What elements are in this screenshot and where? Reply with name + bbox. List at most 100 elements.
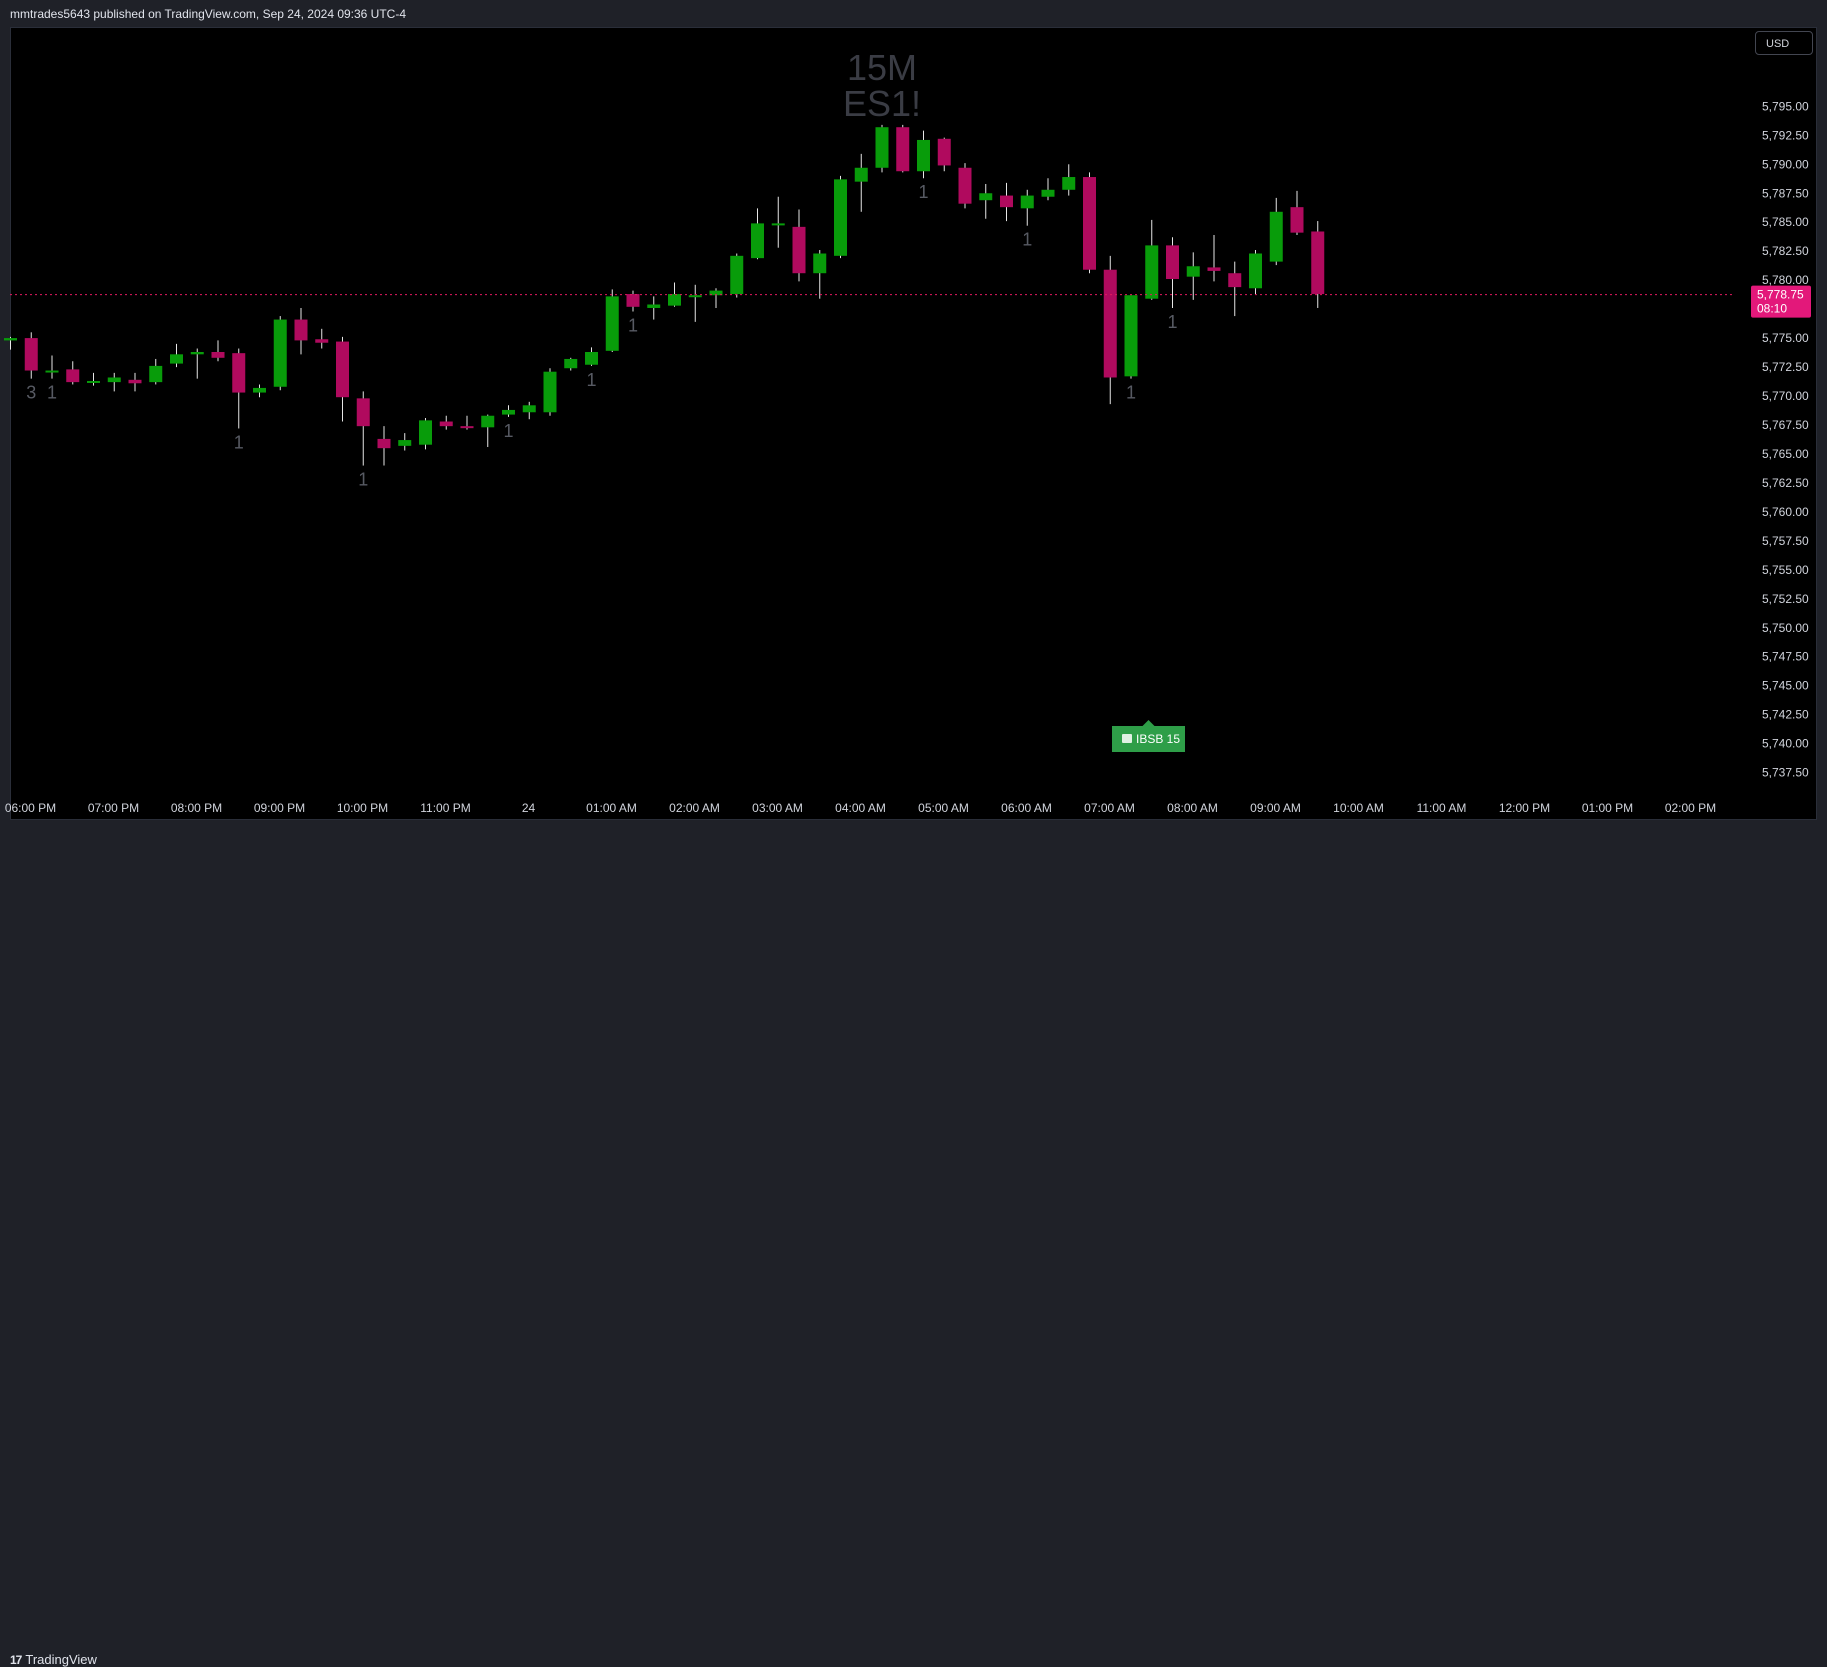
x-axis-tick-label: 02:00 PM <box>1665 801 1716 815</box>
candle <box>502 405 515 417</box>
candle-body <box>502 409 515 415</box>
candle <box>439 415 453 430</box>
y-axis-tick-label: 5,740.00 <box>1762 737 1809 751</box>
x-axis-tick-label: 10:00 PM <box>337 801 388 815</box>
current-price-tag: 5,778.75 08:10 <box>1751 285 1811 318</box>
candle-body <box>336 341 349 398</box>
tradingview-logo-icon: 17 <box>10 1652 22 1667</box>
candle <box>170 343 183 368</box>
x-axis-tick-label: 07:00 AM <box>1084 801 1135 815</box>
x-axis-tick-label: 09:00 PM <box>254 801 305 815</box>
candle-body <box>834 179 847 256</box>
candle <box>294 307 308 355</box>
candle <box>211 340 225 362</box>
candle-body <box>792 226 806 274</box>
candle-body <box>1186 266 1200 277</box>
bar-count-label: 1 <box>358 470 368 490</box>
candle-body <box>1041 189 1055 197</box>
ibsb-label-text: IBSB 15 <box>1136 732 1180 746</box>
y-axis-tick-label: 5,757.50 <box>1762 534 1809 548</box>
current-price-value: 5,778.75 <box>1757 288 1804 302</box>
currency-button[interactable]: USD <box>1755 31 1813 55</box>
candle <box>107 372 121 392</box>
candle <box>1000 182 1013 222</box>
candle-body <box>419 420 432 445</box>
candle <box>149 358 163 385</box>
candle-body <box>543 371 557 413</box>
candle <box>87 372 100 386</box>
y-axis-tick-label: 5,780.00 <box>1762 273 1809 287</box>
candle <box>813 250 827 299</box>
publisher-info: mmtrades5643 published on TradingView.co… <box>10 7 407 21</box>
candle-body <box>377 438 391 449</box>
candle-body <box>1207 267 1221 271</box>
candle-body <box>253 387 266 393</box>
candle-body <box>232 353 246 393</box>
x-axis-tick-label: 05:00 AM <box>918 801 969 815</box>
candle-body <box>87 380 100 383</box>
candle <box>958 163 972 209</box>
candle-body <box>1083 177 1096 270</box>
x-axis-tick-label: 01:00 AM <box>586 801 637 815</box>
candle <box>585 347 598 366</box>
candle <box>626 290 640 312</box>
candle-body <box>1166 245 1179 279</box>
x-axis-tick-label: 02:00 AM <box>669 801 720 815</box>
candle <box>605 289 619 352</box>
bar-count-label: 1 <box>1167 312 1177 332</box>
candle-body <box>4 338 17 341</box>
candle-body <box>24 338 38 371</box>
candle <box>1103 255 1117 405</box>
candle <box>1062 164 1076 196</box>
bar-count-label: 1 <box>503 421 513 441</box>
bar-count-label: 1 <box>1126 383 1136 403</box>
x-axis-tick-label: 01:00 PM <box>1582 801 1633 815</box>
tradingview-brand[interactable]: 17 TradingView <box>10 1652 97 1667</box>
x-axis-tick-label: 06:00 PM <box>5 801 56 815</box>
candle <box>1249 250 1262 295</box>
candle <box>377 426 391 466</box>
x-axis-tick-label: 07:00 PM <box>88 801 139 815</box>
candle <box>751 208 764 260</box>
candle-body <box>398 440 412 446</box>
candle <box>1020 189 1034 226</box>
candle-body <box>66 369 80 383</box>
y-axis-tick-label: 5,772.50 <box>1762 360 1809 374</box>
x-axis-tick-label: 03:00 AM <box>752 801 803 815</box>
candle <box>896 124 910 173</box>
candle <box>792 209 806 282</box>
x-axis-tick-label: 08:00 AM <box>1167 801 1218 815</box>
candle <box>315 328 329 349</box>
ibsb-label-badge[interactable]: IBSB 15 <box>1112 720 1185 752</box>
candle <box>668 282 681 307</box>
candle-body <box>668 294 681 306</box>
candle <box>564 357 578 371</box>
candle-body <box>45 370 59 373</box>
x-axis-tick-label: 10:00 AM <box>1333 801 1384 815</box>
candle <box>1228 261 1242 317</box>
candle-body <box>1145 245 1159 299</box>
candle-body <box>356 398 370 427</box>
candle-body <box>585 352 598 365</box>
candle-body <box>190 352 204 355</box>
candle <box>522 401 536 420</box>
y-axis-tick-label: 5,792.50 <box>1762 128 1809 142</box>
candle <box>1041 178 1055 201</box>
x-axis-tick-label: 08:00 PM <box>171 801 222 815</box>
candle-body <box>771 223 785 226</box>
candle <box>190 348 204 379</box>
candle-body <box>647 304 661 308</box>
y-axis-tick-label: 5,755.00 <box>1762 563 1809 577</box>
y-axis-tick-label: 5,737.50 <box>1762 766 1809 780</box>
candle-body <box>1103 269 1117 378</box>
bar-count-label: 1 <box>628 315 638 335</box>
bar-count-label: 1 <box>1022 230 1032 250</box>
y-axis-tick-label: 5,760.00 <box>1762 505 1809 519</box>
chart-icon <box>1122 734 1132 743</box>
candle-body <box>1249 253 1262 289</box>
candle-body <box>1124 295 1138 377</box>
y-axis-tick-label: 5,765.00 <box>1762 447 1809 461</box>
candle-body <box>917 139 930 172</box>
chart-frame[interactable] <box>10 27 1817 820</box>
